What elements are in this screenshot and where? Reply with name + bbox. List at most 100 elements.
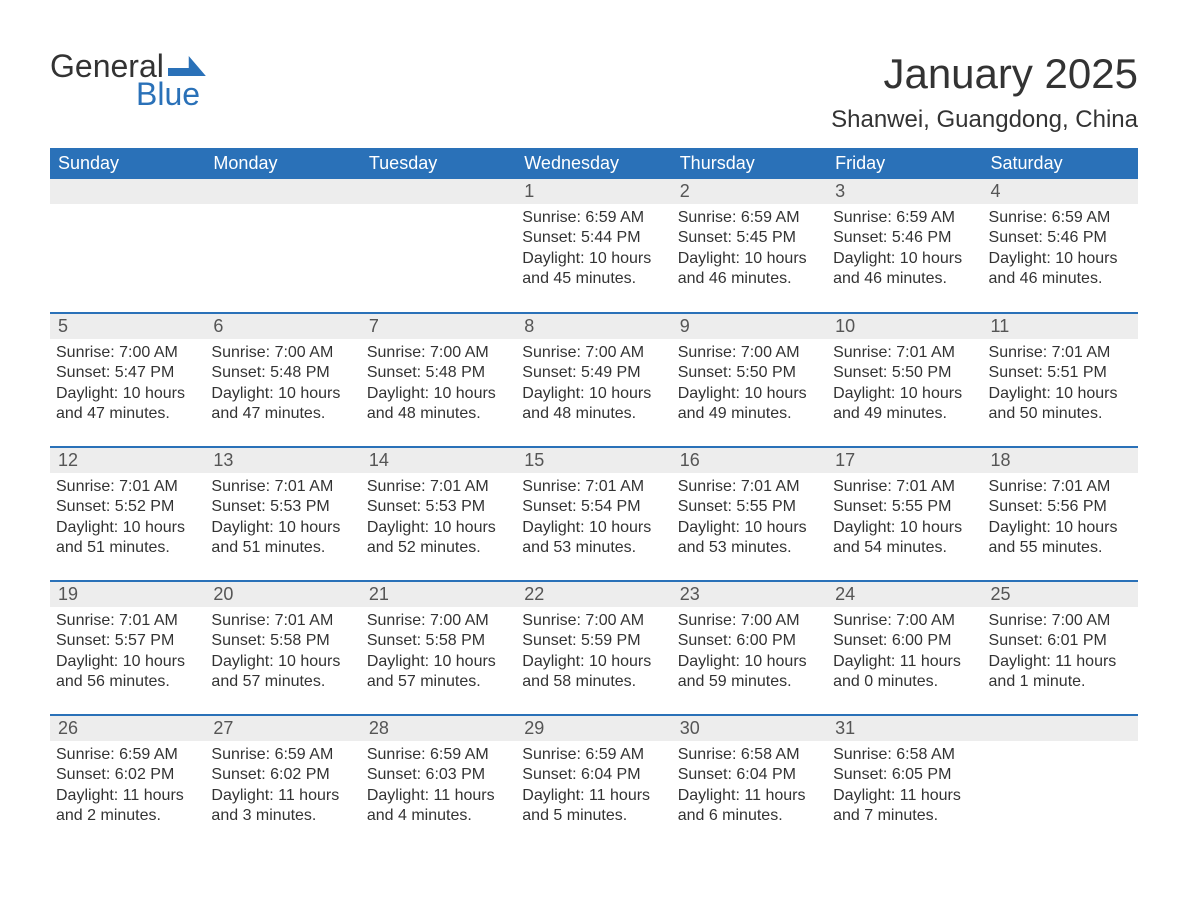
sunset-text: Sunset: 6:00 PM <box>833 631 976 651</box>
sunrise-text: Sunrise: 7:01 AM <box>989 477 1132 497</box>
daylight-line1: Daylight: 10 hours <box>367 384 510 404</box>
sunset-text: Sunset: 6:04 PM <box>522 765 665 785</box>
daylight-line1: Daylight: 11 hours <box>678 786 821 806</box>
daylight-line1: Daylight: 10 hours <box>678 249 821 269</box>
sunset-text: Sunset: 5:47 PM <box>56 363 199 383</box>
daylight-line2: and 55 minutes. <box>989 538 1132 558</box>
daylight-line1: Daylight: 10 hours <box>56 652 199 672</box>
daylight-line1: Daylight: 10 hours <box>522 384 665 404</box>
daylight-line2: and 52 minutes. <box>367 538 510 558</box>
day-number: 18 <box>983 448 1138 473</box>
day-number: 31 <box>827 716 982 741</box>
day-detail: Sunrise: 6:59 AMSunset: 6:02 PMDaylight:… <box>50 741 205 827</box>
day-number: 12 <box>50 448 205 473</box>
calendar-cell: 17Sunrise: 7:01 AMSunset: 5:55 PMDayligh… <box>827 447 982 581</box>
day-number: 14 <box>361 448 516 473</box>
sunrise-text: Sunrise: 7:00 AM <box>522 343 665 363</box>
sunset-text: Sunset: 5:50 PM <box>678 363 821 383</box>
daylight-line2: and 6 minutes. <box>678 806 821 826</box>
dayname-friday: Friday <box>827 148 982 179</box>
sunrise-text: Sunrise: 6:59 AM <box>522 745 665 765</box>
day-detail: Sunrise: 6:59 AMSunset: 5:46 PMDaylight:… <box>827 204 982 290</box>
sunset-text: Sunset: 6:02 PM <box>211 765 354 785</box>
day-number: 4 <box>983 179 1138 204</box>
daylight-line2: and 7 minutes. <box>833 806 976 826</box>
day-number: 5 <box>50 314 205 339</box>
calendar-cell: 13Sunrise: 7:01 AMSunset: 5:53 PMDayligh… <box>205 447 360 581</box>
sunset-text: Sunset: 5:53 PM <box>211 497 354 517</box>
daylight-line1: Daylight: 10 hours <box>833 384 976 404</box>
calendar-cell <box>361 179 516 313</box>
calendar-cell: 22Sunrise: 7:00 AMSunset: 5:59 PMDayligh… <box>516 581 671 715</box>
day-detail: Sunrise: 7:01 AMSunset: 5:52 PMDaylight:… <box>50 473 205 559</box>
calendar-cell: 3Sunrise: 6:59 AMSunset: 5:46 PMDaylight… <box>827 179 982 313</box>
day-number: 28 <box>361 716 516 741</box>
day-detail: Sunrise: 6:59 AMSunset: 6:04 PMDaylight:… <box>516 741 671 827</box>
day-number: 24 <box>827 582 982 607</box>
calendar-cell: 28Sunrise: 6:59 AMSunset: 6:03 PMDayligh… <box>361 715 516 849</box>
day-number: 27 <box>205 716 360 741</box>
sunrise-text: Sunrise: 7:01 AM <box>367 477 510 497</box>
title-block: January 2025 Shanwei, Guangdong, China <box>831 50 1138 134</box>
day-detail: Sunrise: 7:00 AMSunset: 5:59 PMDaylight:… <box>516 607 671 693</box>
calendar-cell: 26Sunrise: 6:59 AMSunset: 6:02 PMDayligh… <box>50 715 205 849</box>
day-number: 29 <box>516 716 671 741</box>
day-number: 1 <box>516 179 671 204</box>
calendar-cell: 18 Sunrise: 7:01 AMSunset: 5:56 PMDayligh… <box>983 447 1138 581</box>
daylight-line1: Daylight: 10 hours <box>367 652 510 672</box>
day-detail: Sunrise: 6:59 AMSunset: 5:44 PMDaylight:… <box>516 204 671 290</box>
sunrise-text: Sunrise: 7:00 AM <box>833 611 976 631</box>
day-detail: Sunrise: 7:01 AMSunset: 5:51 PMDaylight:… <box>983 339 1138 425</box>
sunrise-text: Sunrise: 6:59 AM <box>989 208 1132 228</box>
day-detail: Sunrise: 7:01 AMSunset: 5:50 PMDaylight:… <box>827 339 982 425</box>
calendar-week-row: 5Sunrise: 7:00 AMSunset: 5:47 PMDaylight… <box>50 313 1138 447</box>
sunset-text: Sunset: 5:59 PM <box>522 631 665 651</box>
daylight-line1: Daylight: 10 hours <box>678 518 821 538</box>
day-number: 20 <box>205 582 360 607</box>
day-number: 23 <box>672 582 827 607</box>
sunrise-text: Sunrise: 7:00 AM <box>56 343 199 363</box>
sunrise-text: Sunrise: 7:01 AM <box>56 611 199 631</box>
daylight-line1: Daylight: 10 hours <box>522 518 665 538</box>
calendar-cell: 16Sunrise: 7:01 AMSunset: 5:55 PMDayligh… <box>672 447 827 581</box>
day-number: 15 <box>516 448 671 473</box>
calendar-cell: 24 Sunrise: 7:00 AMSunset: 6:00 PMDayligh… <box>827 581 982 715</box>
day-number: 6 <box>205 314 360 339</box>
day-detail: Sunrise: 7:01 AMSunset: 5:53 PMDaylight:… <box>205 473 360 559</box>
calendar-cell: 14Sunrise: 7:01 AMSunset: 5:53 PMDayligh… <box>361 447 516 581</box>
daylight-line2: and 51 minutes. <box>211 538 354 558</box>
daylight-line1: Daylight: 10 hours <box>989 249 1132 269</box>
sunset-text: Sunset: 5:54 PM <box>522 497 665 517</box>
calendar-cell: 4Sunrise: 6:59 AMSunset: 5:46 PMDaylight… <box>983 179 1138 313</box>
sunset-text: Sunset: 5:56 PM <box>989 497 1132 517</box>
daylight-line1: Daylight: 10 hours <box>522 249 665 269</box>
daylight-line2: and 56 minutes. <box>56 672 199 692</box>
daylight-line2: and 48 minutes. <box>367 404 510 424</box>
day-number: 17 <box>827 448 982 473</box>
day-detail: Sunrise: 6:58 AMSunset: 6:05 PMDaylight:… <box>827 741 982 827</box>
calendar-cell <box>205 179 360 313</box>
day-detail: Sunrise: 6:58 AMSunset: 6:04 PMDaylight:… <box>672 741 827 827</box>
sunrise-text: Sunrise: 7:01 AM <box>989 343 1132 363</box>
daylight-line2: and 2 minutes. <box>56 806 199 826</box>
daylight-line2: and 49 minutes. <box>833 404 976 424</box>
daylight-line1: Daylight: 10 hours <box>989 518 1132 538</box>
daylight-line1: Daylight: 11 hours <box>833 652 976 672</box>
daylight-line2: and 5 minutes. <box>522 806 665 826</box>
sunset-text: Sunset: 5:46 PM <box>833 228 976 248</box>
day-detail: Sunrise: 7:00 AMSunset: 5:48 PMDaylight:… <box>361 339 516 425</box>
daylight-line2: and 49 minutes. <box>678 404 821 424</box>
daylight-line1: Daylight: 10 hours <box>211 384 354 404</box>
day-number: 19 <box>50 582 205 607</box>
daylight-line1: Daylight: 10 hours <box>833 249 976 269</box>
day-detail: Sunrise: 7:01 AMSunset: 5:55 PMDaylight:… <box>672 473 827 559</box>
daylight-line1: Daylight: 10 hours <box>367 518 510 538</box>
calendar-cell: 20Sunrise: 7:01 AMSunset: 5:58 PMDayligh… <box>205 581 360 715</box>
sunset-text: Sunset: 5:45 PM <box>678 228 821 248</box>
dayname-saturday: Saturday <box>983 148 1138 179</box>
daylight-line1: Daylight: 11 hours <box>56 786 199 806</box>
header-row: General Blue January 2025 Shanwei, Guang… <box>50 50 1138 134</box>
sunrise-text: Sunrise: 7:01 AM <box>833 343 976 363</box>
sunrise-text: Sunrise: 7:00 AM <box>211 343 354 363</box>
daylight-line2: and 48 minutes. <box>522 404 665 424</box>
